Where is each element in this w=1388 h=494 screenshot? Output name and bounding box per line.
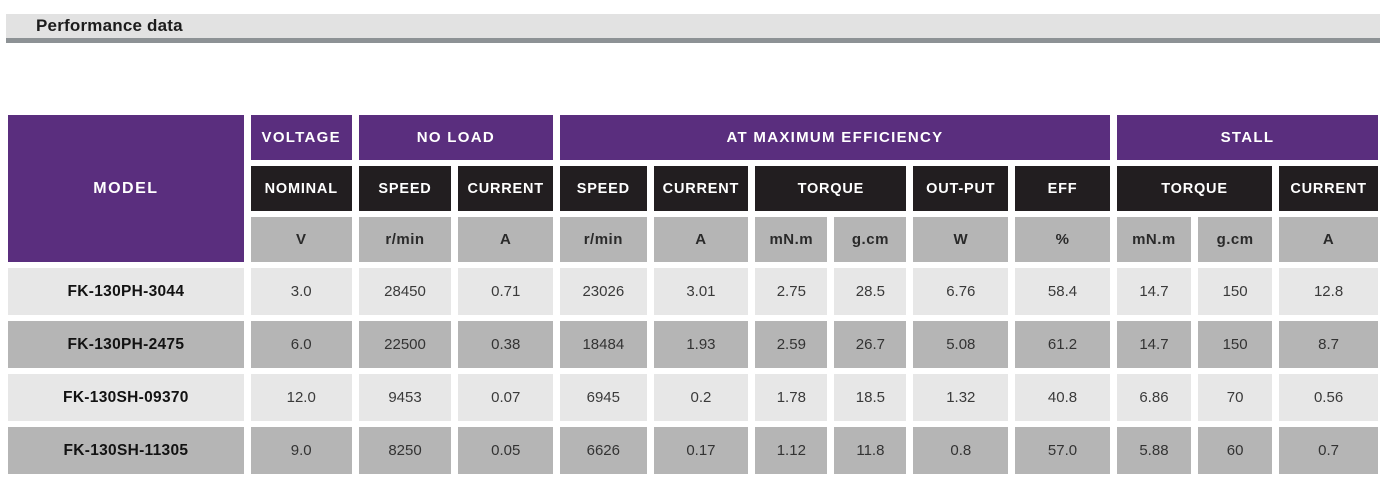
group-header-no-load: NO LOAD [358, 115, 554, 160]
table-cell: 1.32 [913, 374, 1009, 421]
unit-current-noload: A [458, 217, 554, 262]
table-cell: 0.38 [458, 321, 554, 368]
table-cell: 0.56 [1279, 374, 1378, 421]
model-name-cell: FK-130SH-09370 [8, 374, 244, 421]
table-cell: 23026 [560, 268, 647, 315]
table-cell: 22500 [358, 321, 452, 368]
unit-torque-mnm-stall: mN.m [1116, 217, 1192, 262]
table-cell: 6626 [560, 427, 647, 474]
table-cell: 6.76 [913, 268, 1009, 315]
group-header-stall: STALL [1116, 115, 1378, 160]
table-cell: 40.8 [1015, 374, 1110, 421]
section-title-bar: Performance data [6, 14, 1380, 43]
table-cell: 0.8 [913, 427, 1009, 474]
unit-voltage: V [250, 217, 352, 262]
table-cell: 9.0 [250, 427, 352, 474]
table-cell: 9453 [358, 374, 452, 421]
unit-output-w: W [913, 217, 1009, 262]
subheader-torque-stall: TORQUE [1116, 166, 1273, 211]
unit-eff-percent: % [1015, 217, 1110, 262]
unit-torque-mnm-maxeff: mN.m [755, 217, 828, 262]
table-cell: 70 [1198, 374, 1273, 421]
table-cell: 28450 [358, 268, 452, 315]
table-cell: 0.05 [458, 427, 554, 474]
table-cell: 1.93 [653, 321, 749, 368]
table-cell: 8250 [358, 427, 452, 474]
table-cell: 12.8 [1279, 268, 1378, 315]
table-cell: 6.0 [250, 321, 352, 368]
table-cell: 8.7 [1279, 321, 1378, 368]
subheader-nominal: NOMINAL [250, 166, 352, 211]
model-name-cell: FK-130SH-11305 [8, 427, 244, 474]
unit-torque-gcm-stall: g.cm [1198, 217, 1273, 262]
subheader-torque-maxeff: TORQUE [755, 166, 907, 211]
table-cell: 5.88 [1116, 427, 1192, 474]
table-cell: 0.2 [653, 374, 749, 421]
table-cell: 1.12 [755, 427, 828, 474]
table-cell: 150 [1198, 321, 1273, 368]
subheader-current-noload: CURRENT [458, 166, 554, 211]
model-name-cell: FK-130PH-2475 [8, 321, 244, 368]
subheader-speed-noload: SPEED [358, 166, 452, 211]
subheader-speed-maxeff: SPEED [560, 166, 647, 211]
table-cell: 11.8 [834, 427, 907, 474]
model-name-cell: FK-130PH-3044 [8, 268, 244, 315]
table-cell: 14.7 [1116, 321, 1192, 368]
subheader-current-maxeff: CURRENT [653, 166, 749, 211]
unit-current-maxeff: A [653, 217, 749, 262]
table-cell: 0.17 [653, 427, 749, 474]
model-header-cell: MODEL [8, 115, 244, 262]
table-cell: 18484 [560, 321, 647, 368]
page-title: Performance data [36, 16, 183, 35]
table-cell: 14.7 [1116, 268, 1192, 315]
group-header-voltage: VOLTAGE [250, 115, 352, 160]
unit-torque-gcm-maxeff: g.cm [834, 217, 907, 262]
performance-data-table: MODEL VOLTAGE NO LOAD AT MAXIMUM EFFICIE… [8, 115, 1378, 474]
table-cell: 2.59 [755, 321, 828, 368]
table-cell: 150 [1198, 268, 1273, 315]
table-cell: 57.0 [1015, 427, 1110, 474]
table-cell: 26.7 [834, 321, 907, 368]
group-header-at-maximum-efficiency: AT MAXIMUM EFFICIENCY [560, 115, 1110, 160]
table-cell: 0.7 [1279, 427, 1378, 474]
table-cell: 12.0 [250, 374, 352, 421]
table-cell: 0.07 [458, 374, 554, 421]
subheader-output: OUT-PUT [913, 166, 1009, 211]
table-cell: 61.2 [1015, 321, 1110, 368]
table-cell: 18.5 [834, 374, 907, 421]
table-cell: 6.86 [1116, 374, 1192, 421]
table-cell: 2.75 [755, 268, 828, 315]
table-cell: 58.4 [1015, 268, 1110, 315]
unit-speed-maxeff: r/min [560, 217, 647, 262]
table-cell: 6945 [560, 374, 647, 421]
subheader-eff: EFF [1015, 166, 1110, 211]
table-cell: 60 [1198, 427, 1273, 474]
subheader-current-stall: CURRENT [1279, 166, 1378, 211]
unit-speed-noload: r/min [358, 217, 452, 262]
table-cell: 1.78 [755, 374, 828, 421]
unit-current-stall: A [1279, 217, 1378, 262]
table-cell: 3.01 [653, 268, 749, 315]
table-cell: 28.5 [834, 268, 907, 315]
table-cell: 5.08 [913, 321, 1009, 368]
table-cell: 0.71 [458, 268, 554, 315]
table-cell: 3.0 [250, 268, 352, 315]
